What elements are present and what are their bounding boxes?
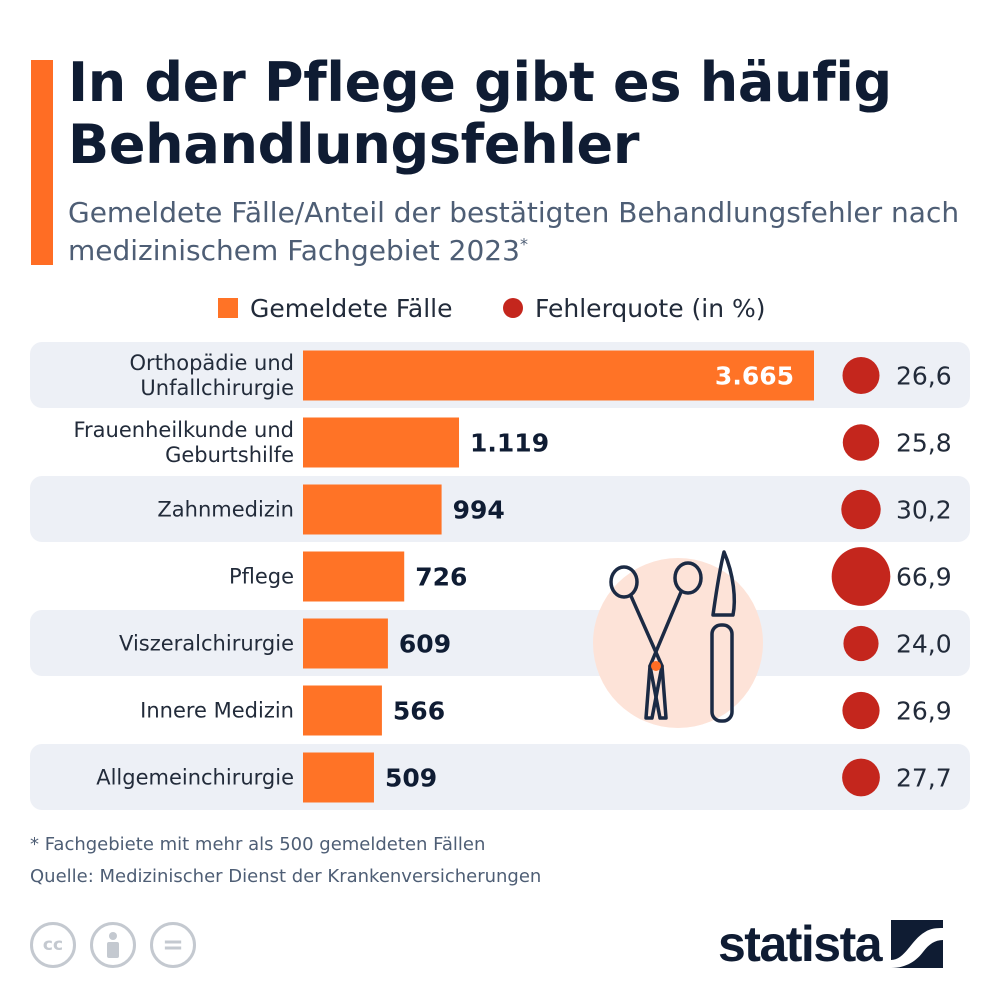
statista-logo-mark: [891, 920, 944, 968]
category-labels: Orthopädie und Unfallchirurgie Frauenheilk…: [74, 351, 295, 790]
rate-value-label: 30,2: [896, 496, 952, 525]
rate-dot: [831, 547, 891, 606]
bar-value-label: 609: [399, 630, 451, 659]
legend-label-rate: Fehlerquote (in %): [535, 293, 766, 323]
rate-dot: [843, 625, 879, 662]
bar: [303, 685, 382, 736]
bar-value-label: 566: [393, 697, 445, 726]
rate-value-label: 26,9: [896, 697, 952, 726]
title-accent-bar: [31, 60, 53, 265]
category-label: Frauenheilkunde und Geburtshilfe: [74, 418, 295, 467]
bar-value-label: 994: [453, 496, 505, 525]
statista-logo-text: statista: [718, 916, 883, 972]
bar-value-label: 1.119: [470, 429, 549, 458]
row-band: [30, 476, 970, 542]
bar: [303, 417, 460, 468]
rate-value-label: 25,8: [896, 429, 952, 458]
subtitle-text: Gemeldete Fälle/Anteil der bestätigten B…: [68, 196, 960, 267]
row-band: [30, 744, 970, 810]
rate-dot: [842, 691, 880, 730]
bar: [303, 618, 388, 669]
rate-dot: [842, 357, 880, 394]
chart-subtitle: Gemeldete Fälle/Anteil der bestätigten B…: [68, 194, 978, 270]
legend-label-cases: Gemeldete Fälle: [250, 293, 453, 323]
legend-item-cases: Gemeldete Fälle: [218, 288, 453, 328]
category-label: Allgemeinchirurgie: [96, 766, 294, 790]
bars: [303, 350, 814, 803]
bar: [303, 484, 442, 535]
rate-dot: [842, 758, 880, 797]
subtitle-footnote-marker: *: [519, 234, 528, 254]
legend: Gemeldete Fälle Fehlerquote (in %): [0, 288, 999, 328]
legend-swatch-cases: [218, 298, 238, 318]
category-label: Viszeralchirurgie: [119, 632, 294, 656]
category-label: Zahnmedizin: [157, 498, 294, 522]
surgical-instruments-icon: [593, 550, 763, 728]
category-label: Orthopädie und Unfallchirurgie: [130, 351, 294, 400]
bar: [303, 752, 374, 803]
rate-labels: 26,6 25,8 30,2 66,9 24,0 26,9 27,7: [896, 362, 952, 793]
bar-value-label: 3.665: [715, 362, 794, 391]
chart-title: In der Pflege gibt es häufig Behandlungs…: [68, 51, 892, 176]
value-labels: 3.665 1.119 994 726 609 566 509: [385, 362, 794, 793]
cc-license-icon: cc: [30, 922, 76, 968]
statista-logo: statista: [718, 914, 944, 974]
rate-value-label: 27,7: [896, 764, 952, 793]
rate-dot: [842, 424, 880, 461]
bar: [303, 350, 814, 401]
rate-value-label: 24,0: [896, 630, 952, 659]
bar-value-label: 726: [415, 563, 467, 592]
rate-value-label: 26,6: [896, 362, 952, 391]
rate-dot: [841, 489, 881, 530]
attribution-icon: [90, 922, 136, 968]
category-label: Innere Medizin: [140, 699, 294, 723]
category-label: Pflege: [229, 565, 294, 589]
no-derivatives-icon: =: [150, 922, 196, 968]
legend-dot-rate: [503, 298, 523, 318]
footnote: * Fachgebiete mit mehr als 500 gemeldete…: [30, 834, 486, 855]
bar-value-label: 509: [385, 764, 437, 793]
source-note: Quelle: Medizinischer Dienst der Kranken…: [30, 866, 542, 887]
row-bands: [30, 342, 970, 810]
bar: [303, 551, 405, 602]
rate-dots: [831, 357, 891, 797]
rate-value-label: 66,9: [896, 563, 952, 592]
legend-item-rate: Fehlerquote (in %): [503, 288, 766, 328]
